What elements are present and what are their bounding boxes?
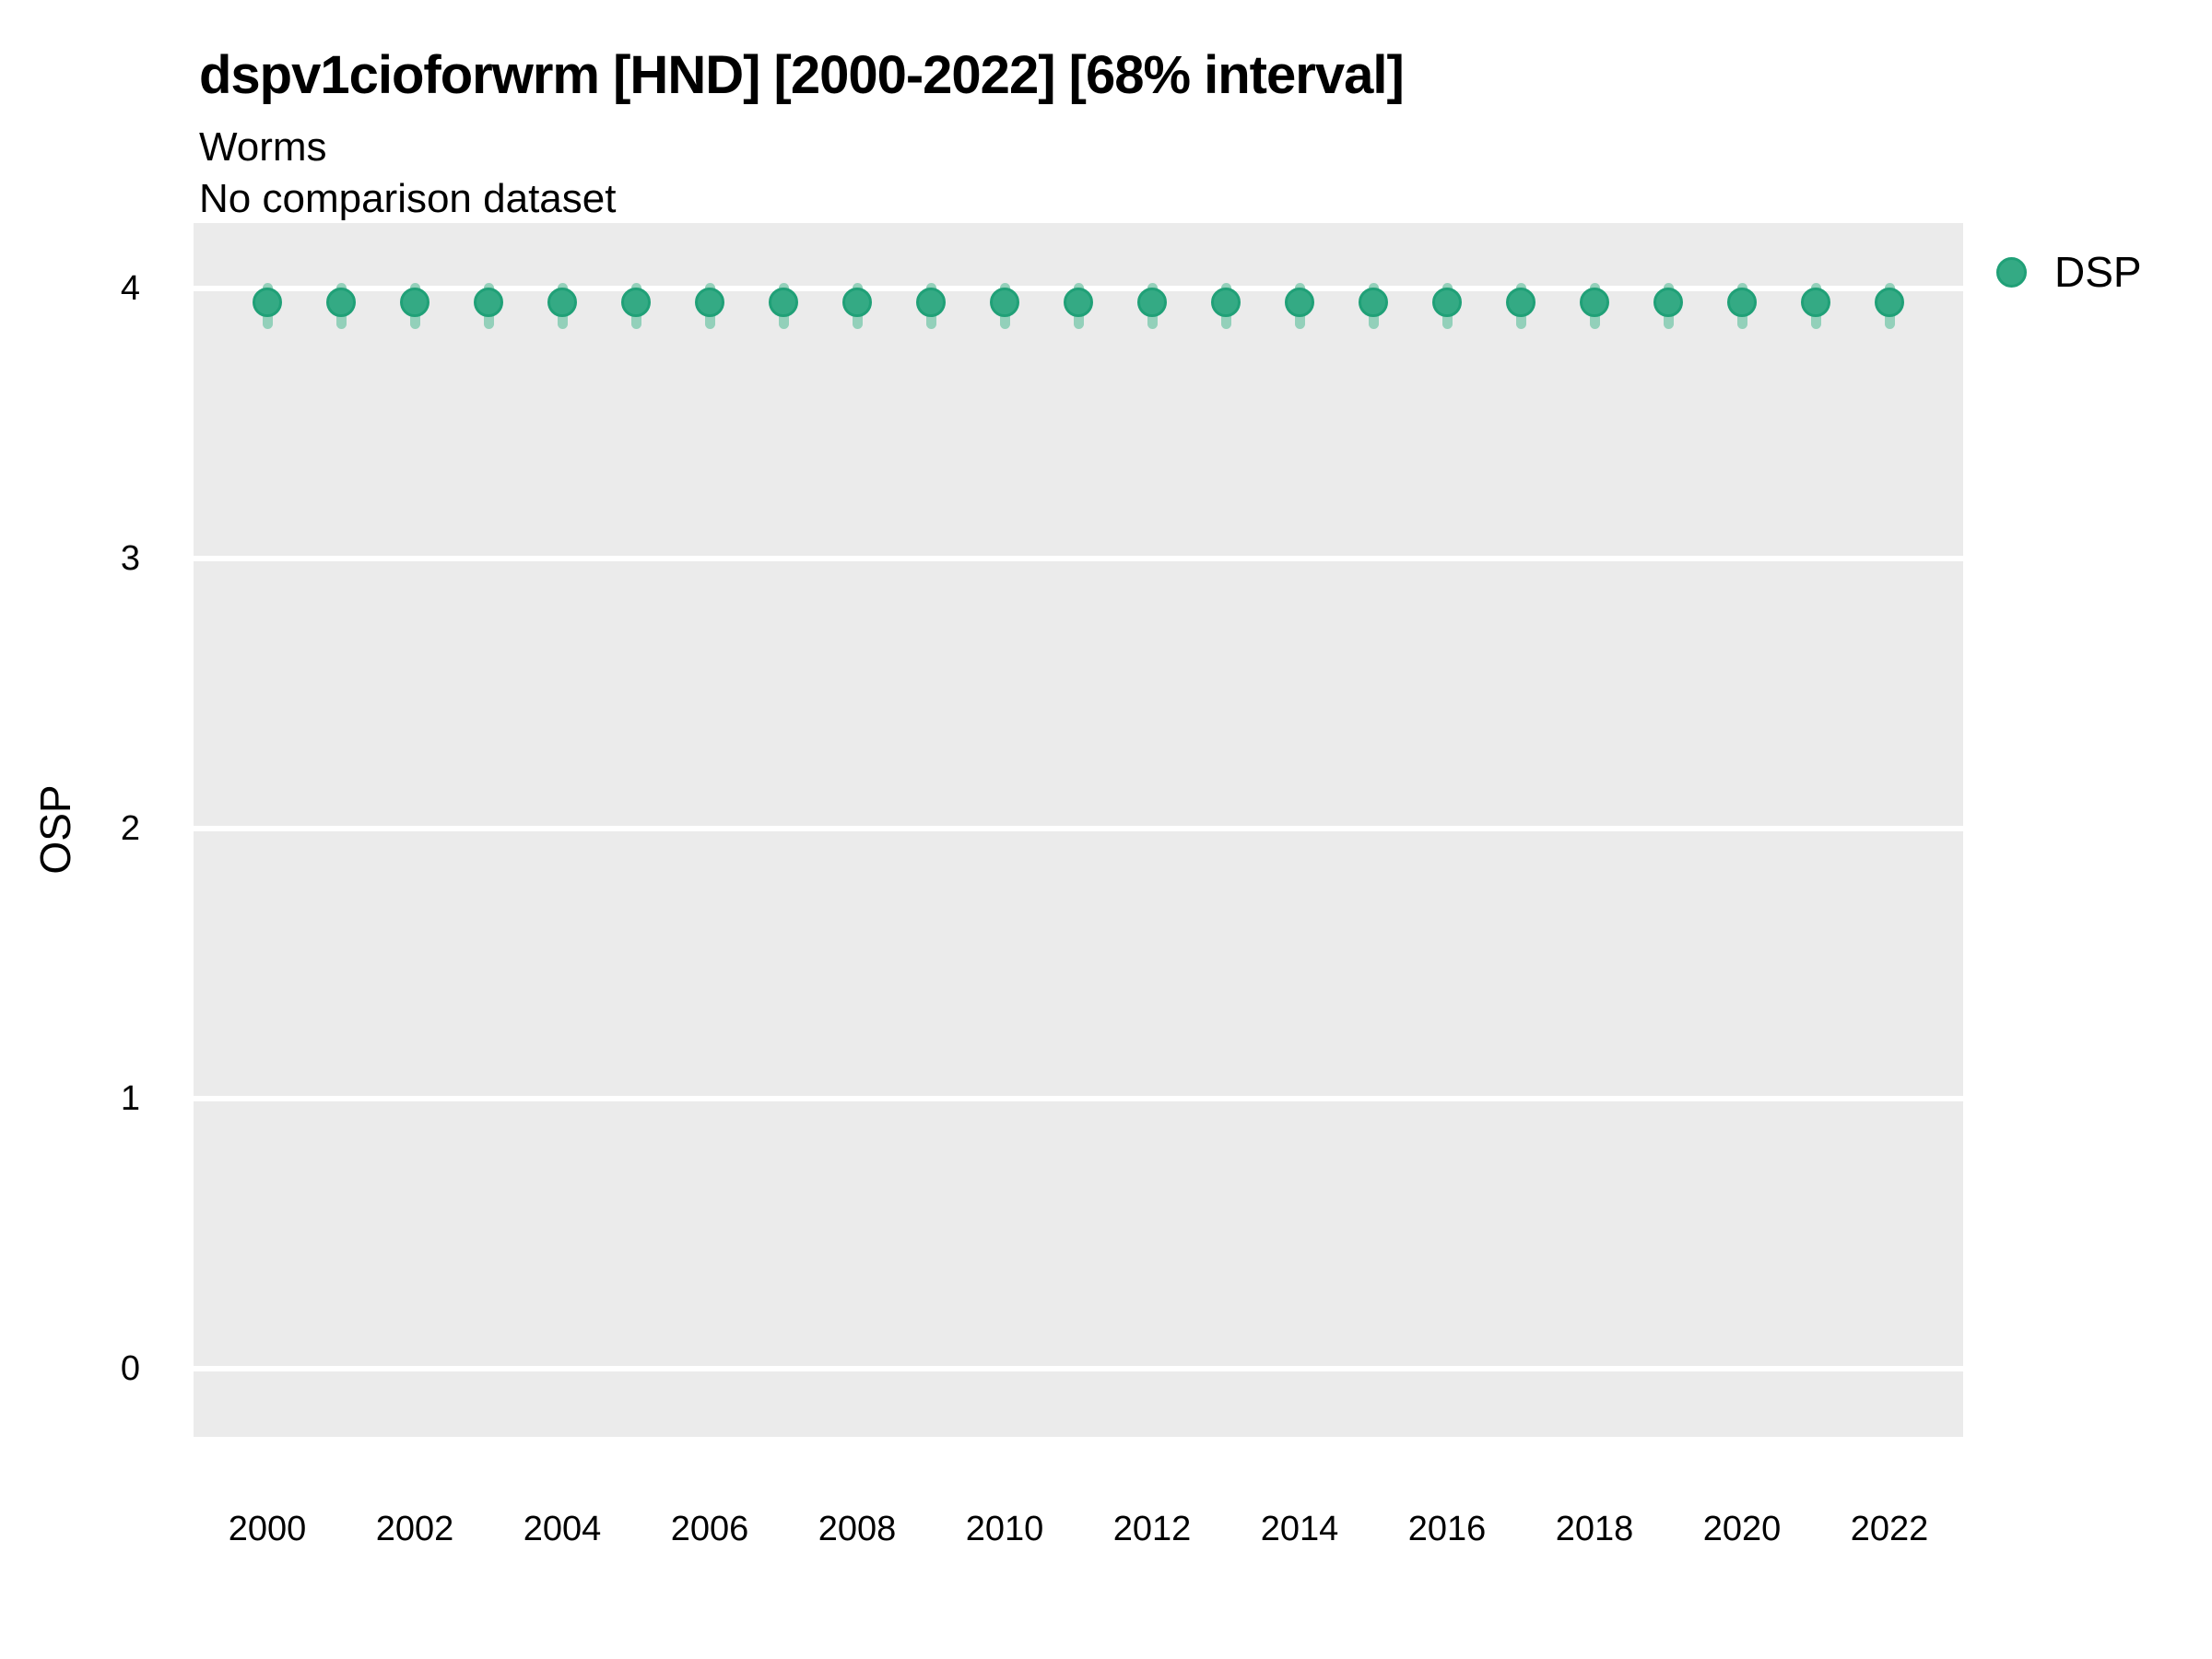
data-point — [326, 287, 356, 317]
data-point — [474, 287, 503, 317]
gridline-y-1 — [194, 1096, 1963, 1101]
data-point — [990, 287, 1019, 317]
data-point — [1211, 287, 1241, 317]
x-tick-label: 2014 — [1260, 1510, 1339, 1548]
comparison-note: No comparison dataset — [199, 176, 617, 221]
data-point — [842, 287, 872, 317]
x-tick-label: 2002 — [375, 1510, 454, 1548]
legend: DSP — [1982, 241, 2142, 302]
data-point — [1653, 287, 1683, 317]
x-tick-label: 2016 — [1407, 1510, 1487, 1548]
data-point — [253, 287, 282, 317]
gridline-y-2 — [194, 826, 1963, 831]
x-tick-label: 2008 — [818, 1510, 897, 1548]
gridline-y-3 — [194, 556, 1963, 561]
legend-label-dsp: DSP — [2054, 248, 2142, 296]
y-axis-label: OSP — [31, 784, 79, 875]
y-tick-label: 0 — [120, 1349, 140, 1388]
x-tick-label: 2000 — [228, 1510, 307, 1548]
data-point — [1064, 287, 1093, 317]
page-title: dspv1cioforwrm [HND] [2000-2022] [68% in… — [199, 45, 1405, 105]
data-point — [400, 287, 429, 317]
data-point — [621, 287, 651, 317]
x-tick-label: 2006 — [670, 1510, 749, 1548]
y-tick-label: 4 — [120, 269, 140, 308]
y-tick-label: 1 — [120, 1079, 140, 1118]
data-point — [1727, 287, 1757, 317]
data-point — [1359, 287, 1388, 317]
plot-panel — [194, 223, 1963, 1437]
data-point — [1875, 287, 1904, 317]
data-point — [1580, 287, 1609, 317]
data-point — [916, 287, 946, 317]
data-point — [1285, 287, 1314, 317]
data-point — [1432, 287, 1462, 317]
data-point — [1137, 287, 1167, 317]
data-point — [1506, 287, 1535, 317]
dsp-legend-point-icon — [1996, 256, 2027, 288]
x-tick-label: 2020 — [1702, 1510, 1782, 1548]
x-tick-label: 2004 — [523, 1510, 602, 1548]
gridline-y-0 — [194, 1366, 1963, 1371]
data-point — [695, 287, 724, 317]
y-tick-label: 2 — [120, 809, 140, 848]
x-tick-label: 2012 — [1112, 1510, 1192, 1548]
x-tick-label: 2010 — [965, 1510, 1044, 1548]
y-tick-label: 3 — [120, 539, 140, 578]
data-point — [1801, 287, 1830, 317]
data-point — [547, 287, 577, 317]
x-tick-label: 2018 — [1555, 1510, 1634, 1548]
x-tick-label: 2022 — [1850, 1510, 1929, 1548]
data-point — [769, 287, 798, 317]
chart-subtitle: Worms — [199, 124, 327, 170]
